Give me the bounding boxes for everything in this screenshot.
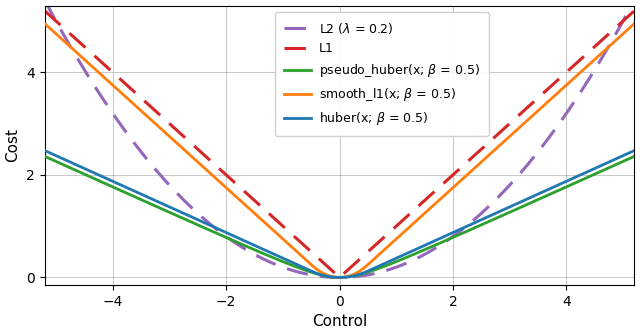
- pseudo_huber(x; $\beta$ = 0.5): [612, 162, 620, 166]
- L2 ($\lambda$ = 0.2): [469, 218, 477, 222]
- huber(x; $\beta$ = 0.5): [41, 148, 49, 152]
- pseudo_huber(x; $\beta$ = 0.5): [321, 274, 329, 278]
- pseudo_huber(x; $\beta$ = 0.5): [630, 154, 638, 158]
- L2 ($\lambda$ = 0.2): [630, 0, 638, 2]
- L2 ($\lambda$ = 0.2): [289, 268, 296, 272]
- L1: [583, 52, 591, 56]
- huber(x; $\beta$ = 0.5): [335, 275, 343, 279]
- L1: [630, 9, 638, 13]
- Line: L1: L1: [45, 11, 634, 277]
- pseudo_huber(x; $\beta$ = 0.5): [469, 226, 477, 230]
- smooth_l1(x; $\beta$ = 0.5): [612, 38, 620, 42]
- L1: [293, 237, 301, 241]
- L2 ($\lambda$ = 0.2): [583, 80, 591, 84]
- smooth_l1(x; $\beta$ = 0.5): [293, 250, 301, 254]
- L1: [321, 262, 329, 266]
- L2 ($\lambda$ = 0.2): [612, 31, 620, 35]
- huber(x; $\beta$ = 0.5): [583, 170, 591, 174]
- smooth_l1(x; $\beta$ = 0.5): [335, 275, 343, 279]
- L1: [289, 233, 296, 237]
- huber(x; $\beta$ = 0.5): [289, 261, 296, 265]
- smooth_l1(x; $\beta$ = 0.5): [469, 168, 477, 172]
- huber(x; $\beta$ = 0.5): [321, 274, 329, 278]
- L1: [41, 9, 49, 13]
- pseudo_huber(x; $\beta$ = 0.5): [293, 265, 301, 269]
- Line: smooth_l1(x; $\beta$ = 0.5): smooth_l1(x; $\beta$ = 0.5): [45, 23, 634, 277]
- Line: L2 ($\lambda$ = 0.2): L2 ($\lambda$ = 0.2): [45, 0, 634, 277]
- L1: [612, 25, 620, 29]
- huber(x; $\beta$ = 0.5): [612, 157, 620, 161]
- L1: [469, 154, 477, 158]
- L2 ($\lambda$ = 0.2): [41, 0, 49, 2]
- L2 ($\lambda$ = 0.2): [321, 275, 329, 279]
- smooth_l1(x; $\beta$ = 0.5): [630, 21, 638, 25]
- huber(x; $\beta$ = 0.5): [293, 263, 301, 267]
- Line: huber(x; $\beta$ = 0.5): huber(x; $\beta$ = 0.5): [45, 150, 634, 277]
- huber(x; $\beta$ = 0.5): [630, 148, 638, 152]
- smooth_l1(x; $\beta$ = 0.5): [289, 246, 296, 250]
- Line: pseudo_huber(x; $\beta$ = 0.5): pseudo_huber(x; $\beta$ = 0.5): [45, 156, 634, 277]
- smooth_l1(x; $\beta$ = 0.5): [321, 272, 329, 276]
- L1: [335, 275, 343, 279]
- L2 ($\lambda$ = 0.2): [335, 275, 343, 279]
- smooth_l1(x; $\beta$ = 0.5): [41, 21, 49, 25]
- X-axis label: Control: Control: [312, 315, 367, 329]
- huber(x; $\beta$ = 0.5): [469, 221, 477, 225]
- pseudo_huber(x; $\beta$ = 0.5): [583, 176, 591, 180]
- Legend: L2 ($\lambda$ = 0.2), L1, pseudo_huber(x; $\beta$ = 0.5), smooth_l1(x; $\beta$ =: L2 ($\lambda$ = 0.2), L1, pseudo_huber(x…: [275, 12, 488, 136]
- pseudo_huber(x; $\beta$ = 0.5): [335, 275, 343, 279]
- L2 ($\lambda$ = 0.2): [293, 270, 301, 274]
- pseudo_huber(x; $\beta$ = 0.5): [41, 154, 49, 158]
- pseudo_huber(x; $\beta$ = 0.5): [289, 263, 296, 267]
- Y-axis label: Cost: Cost: [6, 128, 20, 162]
- smooth_l1(x; $\beta$ = 0.5): [583, 64, 591, 68]
